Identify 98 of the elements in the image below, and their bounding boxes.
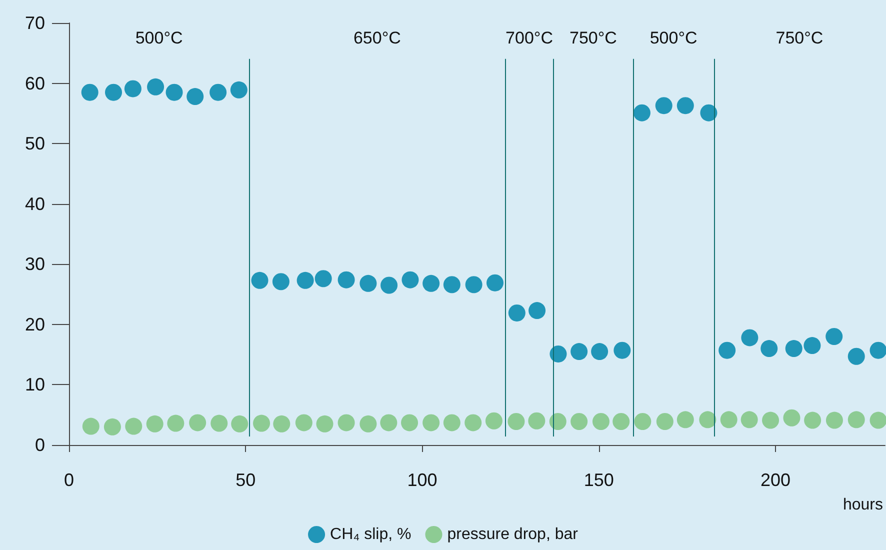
- point: [402, 271, 419, 288]
- point: [422, 274, 440, 292]
- point: [740, 411, 758, 428]
- point: [785, 340, 802, 358]
- point: [612, 412, 630, 430]
- point: [528, 302, 546, 320]
- point: [848, 348, 865, 365]
- point: [655, 97, 672, 114]
- y-tick-label: 10: [24, 374, 45, 395]
- y-tick-label: 50: [24, 134, 45, 154]
- y-tick-label: 20: [24, 314, 45, 334]
- point: [464, 414, 482, 432]
- point: [592, 412, 610, 430]
- x-tick-label: 100: [407, 470, 438, 490]
- point: [314, 270, 332, 288]
- point: [422, 414, 440, 432]
- annotation: 700°C: [506, 28, 553, 48]
- point: [230, 81, 248, 98]
- point: [826, 412, 843, 429]
- point: [762, 412, 780, 429]
- point: [443, 414, 460, 432]
- point: [147, 78, 164, 96]
- point: [550, 345, 567, 362]
- point: [380, 414, 398, 432]
- annotation: 750°C: [776, 28, 824, 48]
- point: [360, 415, 377, 432]
- point: [380, 276, 398, 294]
- y-tick-label: 60: [24, 73, 45, 94]
- point: [401, 414, 418, 432]
- legend-label: CH₄ slip, %: [330, 526, 412, 543]
- point: [804, 337, 821, 354]
- x-axis-title: hours: [842, 496, 884, 514]
- point: [146, 415, 164, 432]
- point: [528, 412, 546, 430]
- point: [804, 412, 822, 429]
- point: [296, 272, 314, 289]
- point: [676, 97, 694, 114]
- point: [591, 343, 608, 360]
- point: [253, 414, 270, 432]
- point: [848, 411, 865, 428]
- point: [338, 414, 355, 432]
- x-tick-label: 200: [760, 470, 790, 490]
- point: [741, 329, 758, 346]
- point: [720, 411, 738, 428]
- point: [783, 409, 800, 426]
- point: [124, 80, 142, 98]
- point: [251, 272, 268, 289]
- point: [105, 84, 122, 101]
- x-tick-label: 50: [236, 470, 256, 490]
- point: [614, 342, 631, 359]
- point: [700, 104, 718, 122]
- point: [125, 418, 142, 435]
- annotation: 750°C: [569, 28, 617, 48]
- point: [656, 412, 674, 430]
- point: [81, 84, 98, 101]
- legend-label: pressure drop, bar: [447, 526, 579, 543]
- point: [360, 274, 377, 292]
- point: [870, 412, 886, 429]
- y-tick-label: 0: [34, 435, 45, 455]
- annotation: 500°C: [135, 28, 183, 48]
- point: [295, 414, 312, 432]
- point: [633, 104, 650, 122]
- point: [486, 274, 504, 292]
- annotation: 500°C: [650, 28, 698, 48]
- point: [826, 328, 843, 345]
- point: [104, 418, 121, 436]
- point: [465, 276, 482, 294]
- point: [338, 271, 355, 288]
- point: [508, 412, 525, 430]
- point: [167, 414, 184, 432]
- y-tick-label: 40: [24, 194, 45, 214]
- point: [570, 412, 588, 430]
- point: [485, 412, 502, 430]
- point: [699, 411, 716, 428]
- point: [210, 414, 228, 432]
- y-tick-label: 70: [24, 13, 45, 33]
- point: [508, 304, 526, 322]
- point: [634, 412, 652, 430]
- x-tick-label: 0: [64, 470, 74, 490]
- point: [570, 343, 588, 360]
- point: [870, 342, 886, 359]
- point: [166, 84, 183, 101]
- point: [760, 340, 778, 358]
- annotation: 650°C: [353, 28, 401, 48]
- point: [189, 414, 206, 432]
- point: [676, 411, 694, 428]
- point: [316, 415, 334, 432]
- point: [549, 412, 566, 430]
- y-tick-label: 30: [24, 254, 45, 274]
- x-tick-label: 150: [584, 470, 614, 490]
- point: [272, 273, 290, 290]
- point: [186, 88, 204, 106]
- point: [231, 415, 248, 432]
- point: [210, 84, 227, 101]
- point: [273, 415, 290, 432]
- point: [718, 342, 736, 359]
- point: [82, 418, 100, 435]
- point: [443, 276, 460, 294]
